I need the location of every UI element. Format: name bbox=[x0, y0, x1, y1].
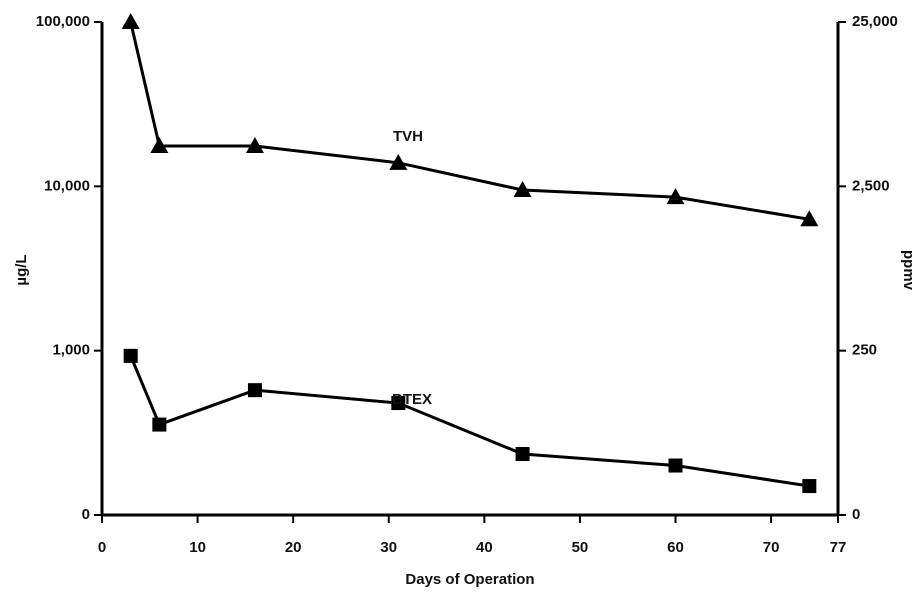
y2-tick-label: 0 bbox=[852, 506, 860, 523]
x-tick-label: 10 bbox=[189, 539, 206, 556]
x-tick-label: 60 bbox=[667, 539, 684, 556]
marker bbox=[247, 383, 262, 398]
marker bbox=[391, 396, 406, 411]
y-tick-label: 1,000 bbox=[52, 342, 90, 359]
x-tick-label: 30 bbox=[380, 539, 397, 556]
x-axis-label: Days of Operation bbox=[405, 571, 534, 588]
marker bbox=[668, 458, 683, 473]
marker bbox=[800, 210, 819, 227]
series-line bbox=[129, 21, 810, 221]
x-tick-label: 0 bbox=[98, 539, 106, 556]
y2-axis-label: ppmv bbox=[900, 250, 917, 291]
x-tick-label: 70 bbox=[763, 539, 780, 556]
marker bbox=[802, 479, 817, 494]
marker bbox=[152, 417, 167, 432]
marker bbox=[513, 180, 532, 197]
y-axis-label: µg/L bbox=[13, 254, 30, 285]
y-tick-label: 100,000 bbox=[36, 13, 90, 30]
marker bbox=[150, 136, 169, 153]
series-label: TVH bbox=[393, 128, 423, 145]
y-tick-label: 0 bbox=[82, 506, 90, 523]
x-tick-label: 40 bbox=[476, 539, 493, 556]
marker bbox=[121, 13, 140, 29]
x-tick-label: 20 bbox=[285, 539, 302, 556]
y2-tick-label: 250 bbox=[852, 342, 877, 359]
series-line bbox=[129, 355, 810, 488]
marker bbox=[389, 153, 408, 170]
marker bbox=[123, 348, 138, 363]
marker bbox=[666, 188, 685, 205]
y-tick-label: 10,000 bbox=[44, 177, 90, 194]
y2-tick-label: 2,500 bbox=[852, 177, 890, 194]
series-label: BTEX bbox=[392, 391, 432, 408]
x-tick-label: 77 bbox=[830, 539, 847, 556]
y2-tick-label: 25,000 bbox=[852, 13, 898, 30]
marker bbox=[245, 136, 264, 153]
x-tick-label: 50 bbox=[572, 539, 589, 556]
marker bbox=[515, 447, 530, 462]
